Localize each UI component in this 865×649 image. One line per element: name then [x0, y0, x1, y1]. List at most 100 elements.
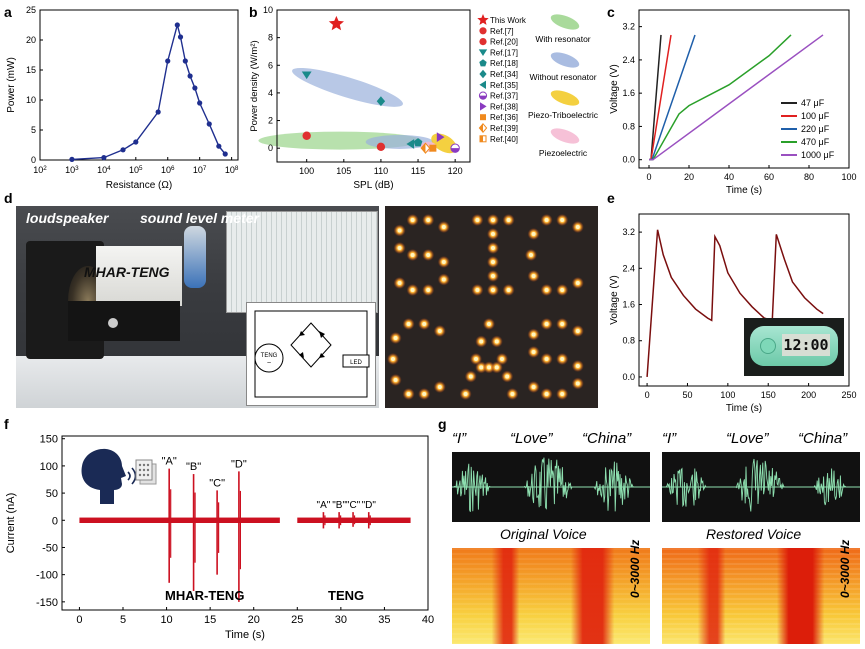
x-tick-label: 115: [411, 166, 425, 176]
y-tick-label: 3.2: [622, 227, 635, 237]
led-dot: [544, 357, 549, 361]
legend-marker: [477, 14, 489, 25]
y-tick-label: 3.2: [622, 22, 635, 32]
x-tick-label: 103: [65, 165, 79, 176]
y-tick-label: 1.6: [622, 300, 635, 310]
led-dot: [529, 253, 533, 257]
legend-region-swatch: [550, 52, 580, 68]
spike-label: "D": [231, 458, 247, 470]
led-dot: [391, 357, 395, 361]
led-dot: [575, 381, 580, 386]
led-dot: [393, 378, 398, 382]
label-loudspeaker: loudspeaker: [26, 210, 109, 226]
svg-text:~: ~: [267, 360, 271, 367]
point-ref-34-: [376, 96, 386, 107]
led-dot: [531, 385, 536, 389]
led-dot: [560, 322, 565, 326]
y-tick-label: 0.8: [622, 336, 635, 346]
label-mhar-teng-f: MHAR-TENG: [165, 588, 245, 603]
led-dot: [426, 253, 431, 257]
plot-frame: [276, 9, 471, 163]
word-china-left: “China”: [582, 430, 632, 447]
spike-label: "A": [162, 456, 177, 468]
led-dot: [463, 392, 468, 396]
y-axis-label: Power (mW): [6, 57, 17, 113]
plot-frame: [638, 213, 850, 387]
led-dot: [468, 374, 473, 379]
led-dot: [506, 288, 511, 292]
point-ref-38-: [436, 132, 445, 143]
plot-frame: [61, 435, 429, 611]
legend-label: Ref.[36]: [490, 113, 518, 122]
x-tick-label: 100: [841, 172, 856, 182]
freq-label-left: 0~3000 Hz: [628, 539, 642, 598]
led-dot: [500, 357, 504, 361]
legend-label: Ref.[18]: [490, 59, 518, 68]
y-tick-label: 0.0: [622, 372, 635, 382]
y-tick-label: 100: [40, 461, 58, 473]
led-dot: [491, 260, 495, 264]
led-dot: [393, 336, 398, 340]
y-tick-label: 0: [31, 155, 36, 165]
legend-marker: [478, 49, 488, 56]
legend-label: Ref.[39]: [490, 124, 518, 133]
freq-label-right: 0~3000 Hz: [838, 539, 852, 598]
legend-region-label: Without resonator: [529, 72, 596, 82]
point-ref-7-: [302, 131, 311, 140]
led-dot: [544, 322, 549, 326]
led-dot: [544, 218, 549, 222]
clock-photo: 12:00: [744, 318, 844, 376]
panel-letter-b: b: [249, 4, 258, 20]
legend-label: Ref.[17]: [490, 48, 518, 57]
voltage-line: [646, 229, 824, 378]
series-line: [649, 34, 792, 161]
led-dot: [575, 329, 580, 333]
clock-display: 12:00: [782, 334, 830, 356]
point-ref-36-: [429, 144, 437, 152]
data-point: [177, 34, 184, 40]
legend-marker: [479, 69, 487, 79]
y-tick-label: 50: [46, 488, 58, 500]
photo-setup: loudspeaker sound level meter MHAR-TENG …: [16, 206, 379, 408]
label-sound-level-meter: sound level meter: [140, 210, 260, 226]
panel-letter-a: a: [4, 4, 12, 20]
x-tick-label: 5: [120, 614, 126, 626]
data-point: [187, 73, 193, 79]
word-i-left: “I”: [452, 430, 467, 447]
legend-marker: [479, 95, 487, 100]
x-tick-label: 110: [374, 166, 388, 176]
photo-led-array: [385, 206, 598, 408]
led-dot: [491, 274, 495, 278]
legend-marker: [479, 123, 483, 133]
led-dot: [575, 364, 580, 368]
legend-region-swatch: [550, 128, 580, 144]
legend-label: Ref.[37]: [490, 92, 518, 101]
led-dot: [494, 339, 499, 344]
series-line: [649, 34, 824, 161]
plot-frame: [638, 9, 850, 169]
speaker-cube-icon: [135, 459, 157, 485]
point-ref-20-: [376, 142, 386, 151]
led-dot: [575, 225, 580, 229]
data-point: [120, 147, 126, 153]
led-dot: [410, 288, 415, 292]
legend-marker: [480, 114, 486, 121]
y-tick-label: 20: [26, 35, 36, 45]
y-tick-label: 1.6: [622, 88, 635, 98]
y-tick-label: -100: [36, 570, 58, 582]
x-tick-label: 102: [33, 165, 47, 176]
led-dot: [474, 357, 478, 361]
circuit-diagram: TENG ~ LED: [254, 310, 370, 398]
led-dot: [491, 232, 495, 236]
data-point: [133, 139, 139, 145]
y-tick-label: 0: [52, 515, 58, 527]
spike-label: "C": [346, 500, 361, 511]
y-tick-label: 8: [268, 33, 273, 43]
led-dot: [544, 392, 549, 396]
x-tick-label: 10: [160, 614, 172, 626]
noise-band-teng: [297, 517, 411, 523]
waveform-trace: [662, 458, 860, 512]
region-without-resonator-1: [292, 67, 403, 107]
legend-label: Ref.[40]: [490, 135, 518, 144]
data-point: [206, 121, 212, 127]
